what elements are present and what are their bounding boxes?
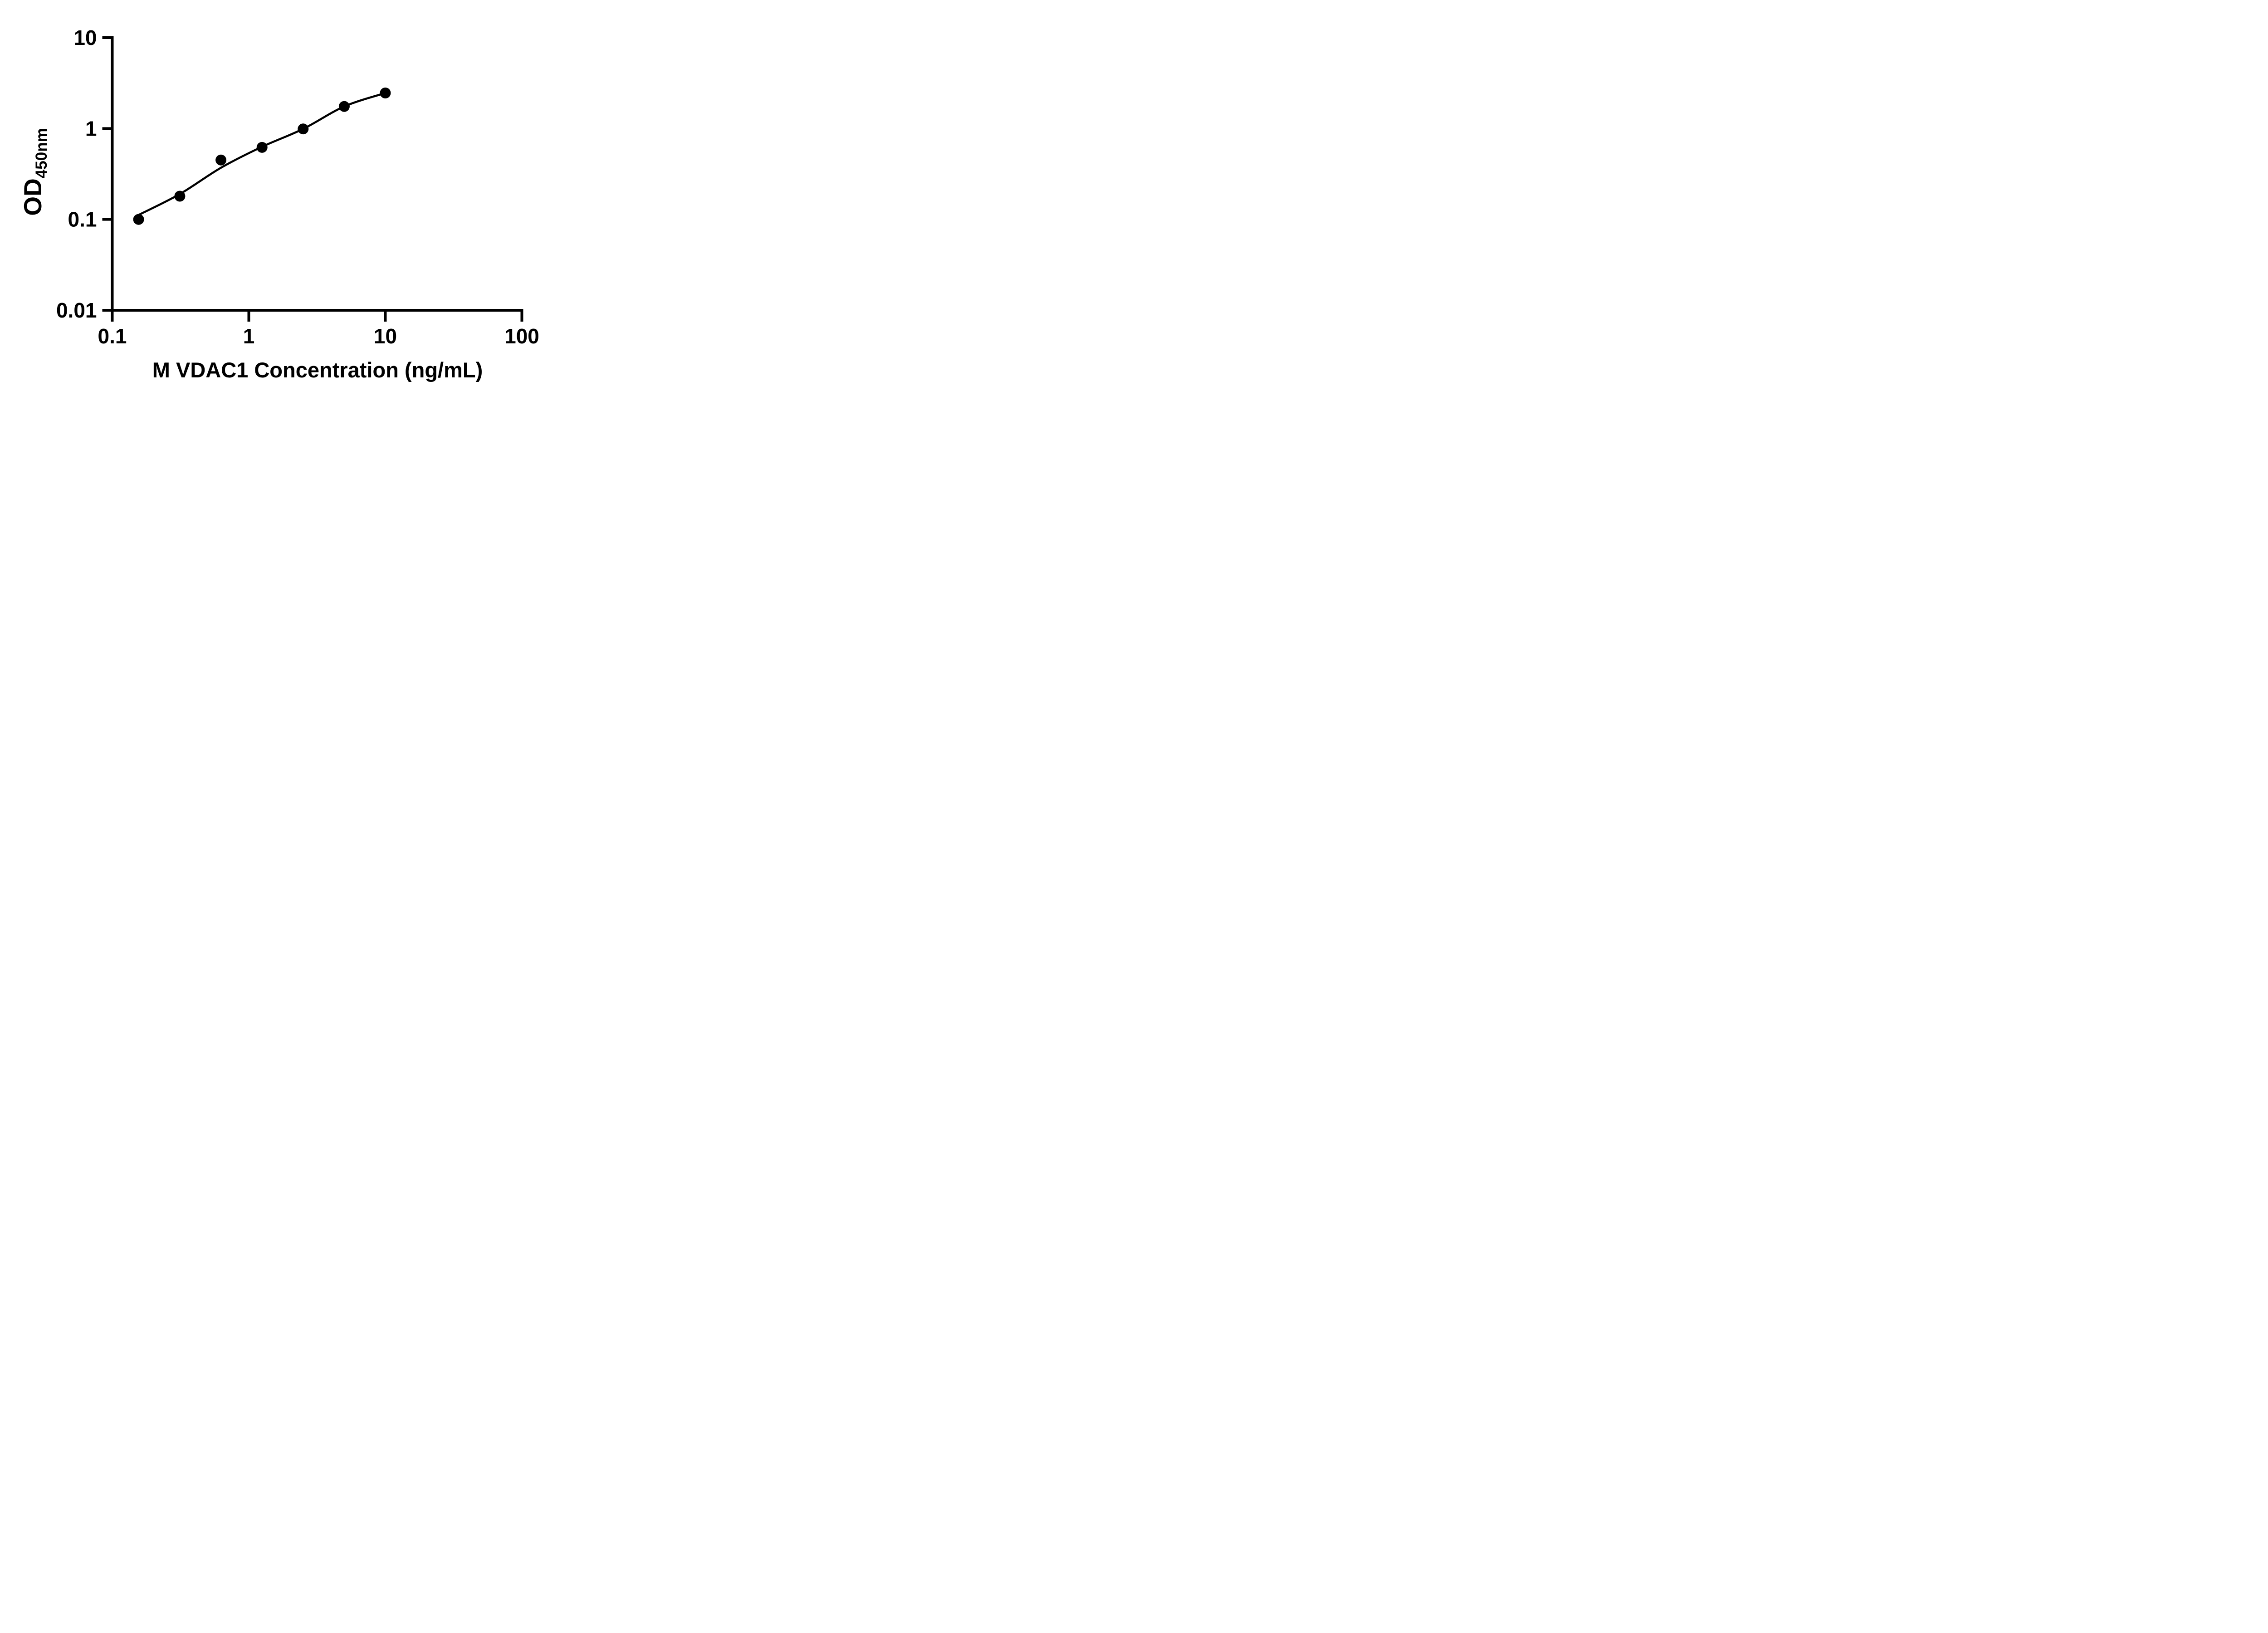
y-axis-title-main: OD: [19, 178, 47, 216]
data-point: [380, 88, 391, 98]
x-axis-title: M VDAC1 Concentration (ng/mL): [152, 358, 483, 382]
y-tick-label: 0.1: [68, 208, 97, 231]
y-tick-label: 1: [85, 117, 97, 140]
x-tick-label: 0.1: [98, 324, 127, 348]
data-point: [338, 101, 350, 112]
y-tick-label: 0.01: [56, 298, 97, 322]
x-tick-label: 10: [374, 324, 397, 348]
data-point: [256, 142, 268, 153]
y-axis-title-subscript: 450nm: [33, 128, 50, 179]
y-axis-title: OD450nm: [19, 128, 50, 216]
x-tick-label: 100: [504, 324, 539, 348]
data-point: [133, 214, 144, 225]
elisa-standard-curve-figure: 10 1 0.1 0.01 0.1 1 10 100 OD450nm M VDAC1 Conc…: [0, 0, 583, 408]
data-point: [174, 191, 186, 202]
y-tick-label: 10: [73, 26, 97, 49]
data-point: [298, 123, 309, 135]
data-point: [215, 154, 227, 166]
x-tick-label: 1: [243, 324, 255, 348]
